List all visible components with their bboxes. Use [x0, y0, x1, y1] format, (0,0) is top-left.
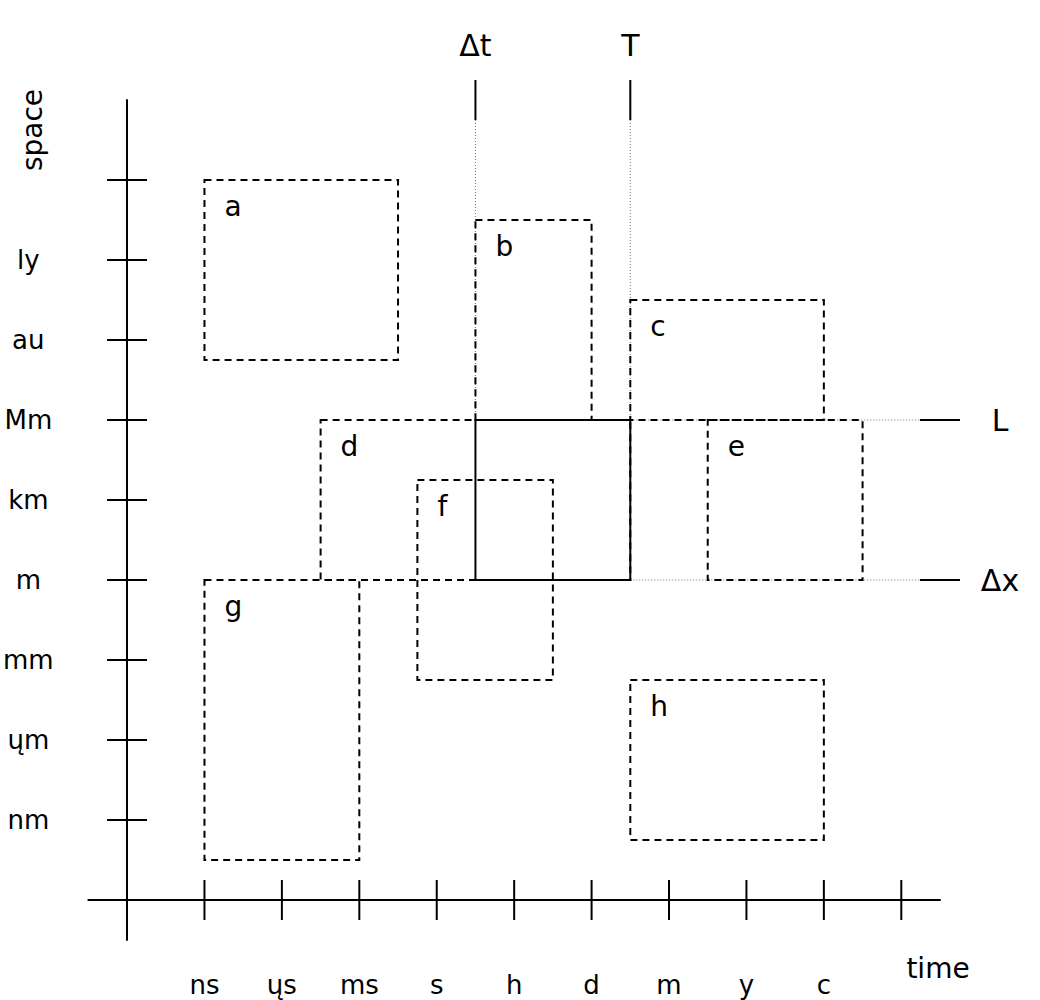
- svg-text:m: m: [656, 970, 681, 1000]
- svg-text:mm: mm: [3, 645, 54, 675]
- svg-text:L: L: [992, 403, 1009, 438]
- svg-text:space: space: [16, 89, 49, 171]
- svg-text:d: d: [341, 430, 359, 463]
- svg-text:c: c: [817, 970, 831, 1000]
- svg-text:g: g: [224, 590, 242, 623]
- svg-text:m: m: [16, 565, 41, 595]
- svg-text:e: e: [728, 430, 745, 463]
- svg-text:Δx: Δx: [981, 563, 1019, 598]
- svg-text:Δt: Δt: [459, 28, 492, 63]
- svg-text:a: a: [224, 190, 241, 223]
- svg-text:b: b: [495, 230, 513, 263]
- svg-text:h: h: [506, 970, 522, 1000]
- svg-text:s: s: [430, 970, 444, 1000]
- svg-text:ms: ms: [340, 970, 379, 1000]
- svg-text:f: f: [437, 490, 448, 523]
- svg-text:ns: ns: [189, 970, 219, 1000]
- svg-text:Mm: Mm: [4, 405, 52, 435]
- svg-text:ųs: ųs: [267, 970, 297, 1000]
- svg-text:h: h: [650, 690, 668, 723]
- svg-text:d: d: [583, 970, 600, 1000]
- svg-text:c: c: [650, 310, 665, 343]
- svg-text:au: au: [12, 325, 44, 355]
- svg-text:T: T: [620, 28, 640, 63]
- svg-text:ly: ly: [17, 245, 40, 275]
- svg-text:y: y: [739, 970, 754, 1000]
- svg-text:ųm: ųm: [7, 725, 49, 755]
- svg-text:nm: nm: [7, 805, 49, 835]
- svg-text:time: time: [906, 952, 969, 985]
- svg-text:km: km: [8, 485, 48, 515]
